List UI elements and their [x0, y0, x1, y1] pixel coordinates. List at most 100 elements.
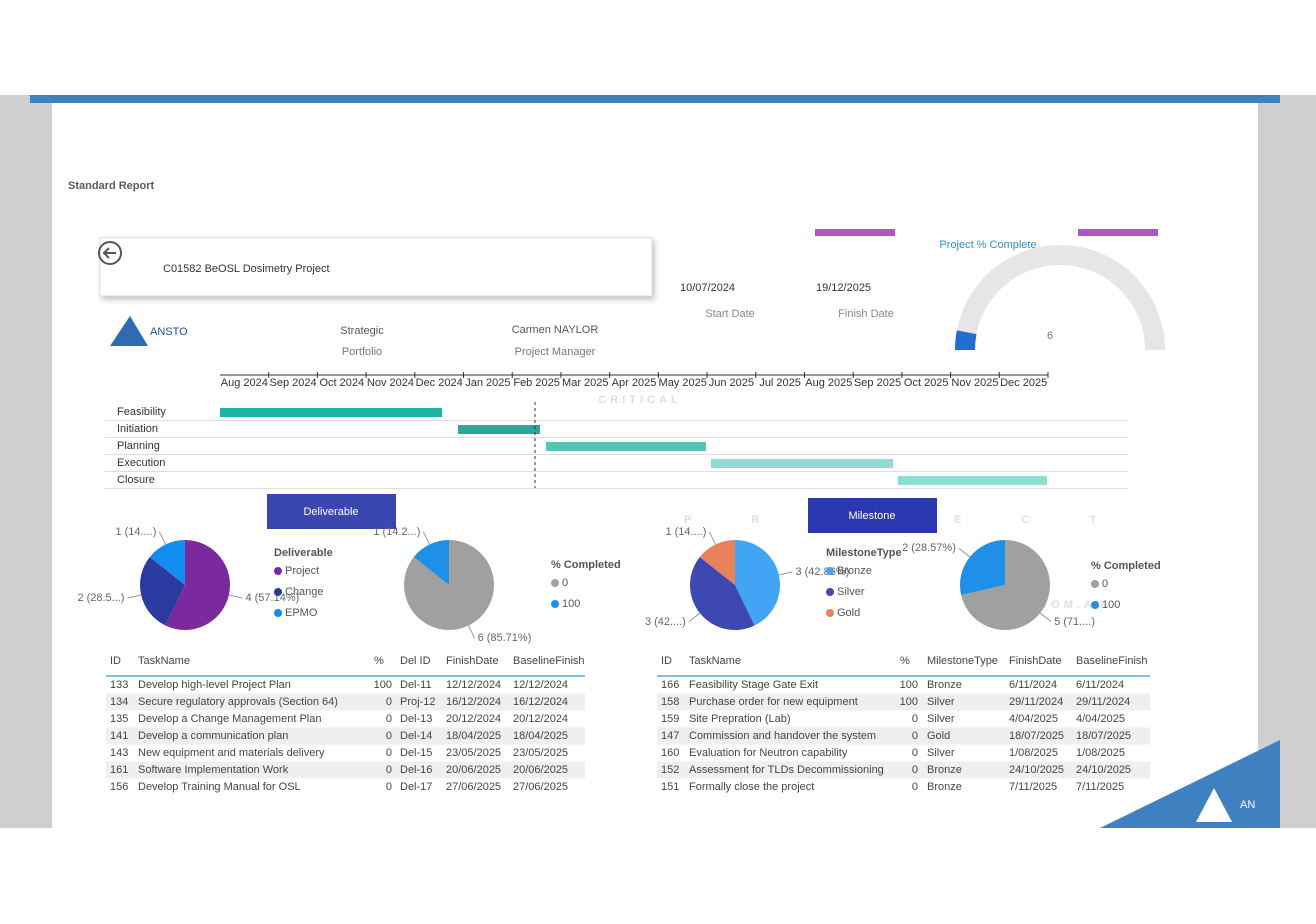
legend-dot: [274, 588, 282, 596]
cell: 100: [900, 679, 918, 691]
cell: Site Prepration (Lab): [689, 713, 791, 725]
cell: 24/10/2025: [1009, 764, 1064, 776]
pie-pct: (85.71%): [487, 632, 532, 644]
cell: 0: [386, 764, 392, 776]
cell: 23/05/2025: [446, 747, 501, 759]
milestone-button[interactable]: [808, 498, 937, 533]
pie-slice: [735, 540, 780, 626]
cell: 133: [110, 679, 128, 691]
legend-dot: [551, 600, 559, 608]
cell: 100: [900, 696, 918, 708]
pie-pct: (28.57%): [911, 542, 956, 554]
cell: Del-16: [400, 764, 432, 776]
pie-slice: [413, 540, 449, 585]
cell: 143: [110, 747, 128, 759]
corner-logo: AN: [1240, 799, 1255, 811]
column-header: ID: [661, 655, 672, 667]
cell: 1/08/2025: [1076, 747, 1125, 759]
gantt-phase: Feasibility: [117, 406, 166, 418]
legend-dot: [551, 579, 559, 587]
slide-title: Standard Report: [68, 180, 155, 192]
pie-slice: [149, 540, 185, 585]
gantt-month: Sep 2024: [270, 377, 317, 389]
column-header: %: [374, 655, 384, 667]
legend-entry: Project: [285, 565, 319, 577]
cell: Gold: [927, 730, 950, 742]
cell: Develop Training Manual for OSL: [138, 781, 301, 793]
cell: 0: [386, 696, 392, 708]
cell: 18/04/2025: [513, 730, 568, 742]
back-button[interactable]: [98, 241, 122, 265]
leader: [708, 531, 716, 545]
cell: Silver: [927, 696, 955, 708]
gauge-track: [955, 245, 1165, 351]
cell: 100: [374, 679, 392, 691]
pie-pct: (57.14%): [255, 592, 300, 604]
cell: 0: [912, 764, 918, 776]
cell: Develop high-level Project Plan: [138, 679, 291, 691]
pie-label: 6 (85.71%): [478, 632, 532, 644]
cell: 135: [110, 713, 128, 725]
gantt-month: Oct 2024: [319, 377, 364, 389]
cell: Secure regulatory approvals (Section 64): [138, 696, 338, 708]
cell: 1/08/2025: [1009, 747, 1058, 759]
watermark-text: CRITICAL: [598, 394, 681, 406]
gantt-month: Feb 2025: [513, 377, 559, 389]
legend-title: % Completed: [551, 559, 621, 571]
title-box: [99, 237, 653, 297]
deliverable-button[interactable]: [267, 494, 396, 529]
legend-entry: Change: [285, 586, 324, 598]
deliverable-label: Deliverable: [303, 506, 358, 518]
row-band: [657, 727, 1150, 745]
pie-pct: (14....): [125, 526, 157, 538]
pie-label: 1 (14....): [115, 526, 156, 538]
row-band: [657, 693, 1150, 711]
pie-label: 2 (28.57%): [902, 542, 956, 554]
legend-dot: [274, 567, 282, 575]
cell: Formally close the project: [689, 781, 814, 793]
side-band: [0, 95, 52, 828]
legend-dot: [826, 609, 834, 617]
cell: Develop a Change Management Plan: [138, 713, 321, 725]
legend-title: Deliverable: [274, 547, 333, 559]
cell: 12/12/2024: [446, 679, 501, 691]
column-header: Del ID: [400, 655, 431, 667]
cell: Del-17: [400, 781, 432, 793]
cell: 160: [661, 747, 679, 759]
gantt-month: Apr 2025: [612, 377, 657, 389]
project-title: C01582 BeOSL Dosimetry Project: [163, 263, 330, 275]
pie-count: 6: [478, 632, 484, 644]
cell: 156: [110, 781, 128, 793]
legend-entry: 100: [1102, 599, 1120, 611]
side-band: [1258, 95, 1316, 828]
accent: [1078, 229, 1158, 236]
corner-logo-mark: [1196, 788, 1232, 822]
cell: 27/06/2025: [513, 781, 568, 793]
gantt-month: Dec 2025: [1000, 377, 1047, 389]
cell: 6/11/2024: [1076, 679, 1124, 691]
pie-pct: (14....): [675, 526, 707, 538]
cell: 0: [386, 713, 392, 725]
pie-pct: (71....): [1063, 616, 1095, 628]
pie-label: 1 (14....): [665, 526, 706, 538]
pie-pct: (14.2...): [382, 526, 420, 538]
legend-entry: 100: [562, 598, 580, 610]
column-header: TaskName: [138, 655, 190, 667]
finish-date: 19/12/2025: [816, 282, 871, 294]
cell: 159: [661, 713, 679, 725]
legend-entry: Silver: [837, 586, 865, 598]
cell: 0: [912, 730, 918, 742]
leader: [468, 625, 476, 639]
gantt-month: Jan 2025: [465, 377, 510, 389]
cell: 29/11/2024: [1076, 696, 1130, 708]
row-band: [657, 761, 1150, 779]
cell: Silver: [927, 713, 955, 725]
leader: [958, 547, 971, 558]
manager: Carmen NAYLOR: [512, 324, 599, 336]
legend-dot: [826, 567, 834, 575]
pie-slice: [961, 540, 1051, 630]
pie-count: 2: [902, 542, 908, 554]
cell: 151: [661, 781, 679, 793]
pie-label: 3 (42....): [645, 616, 686, 628]
